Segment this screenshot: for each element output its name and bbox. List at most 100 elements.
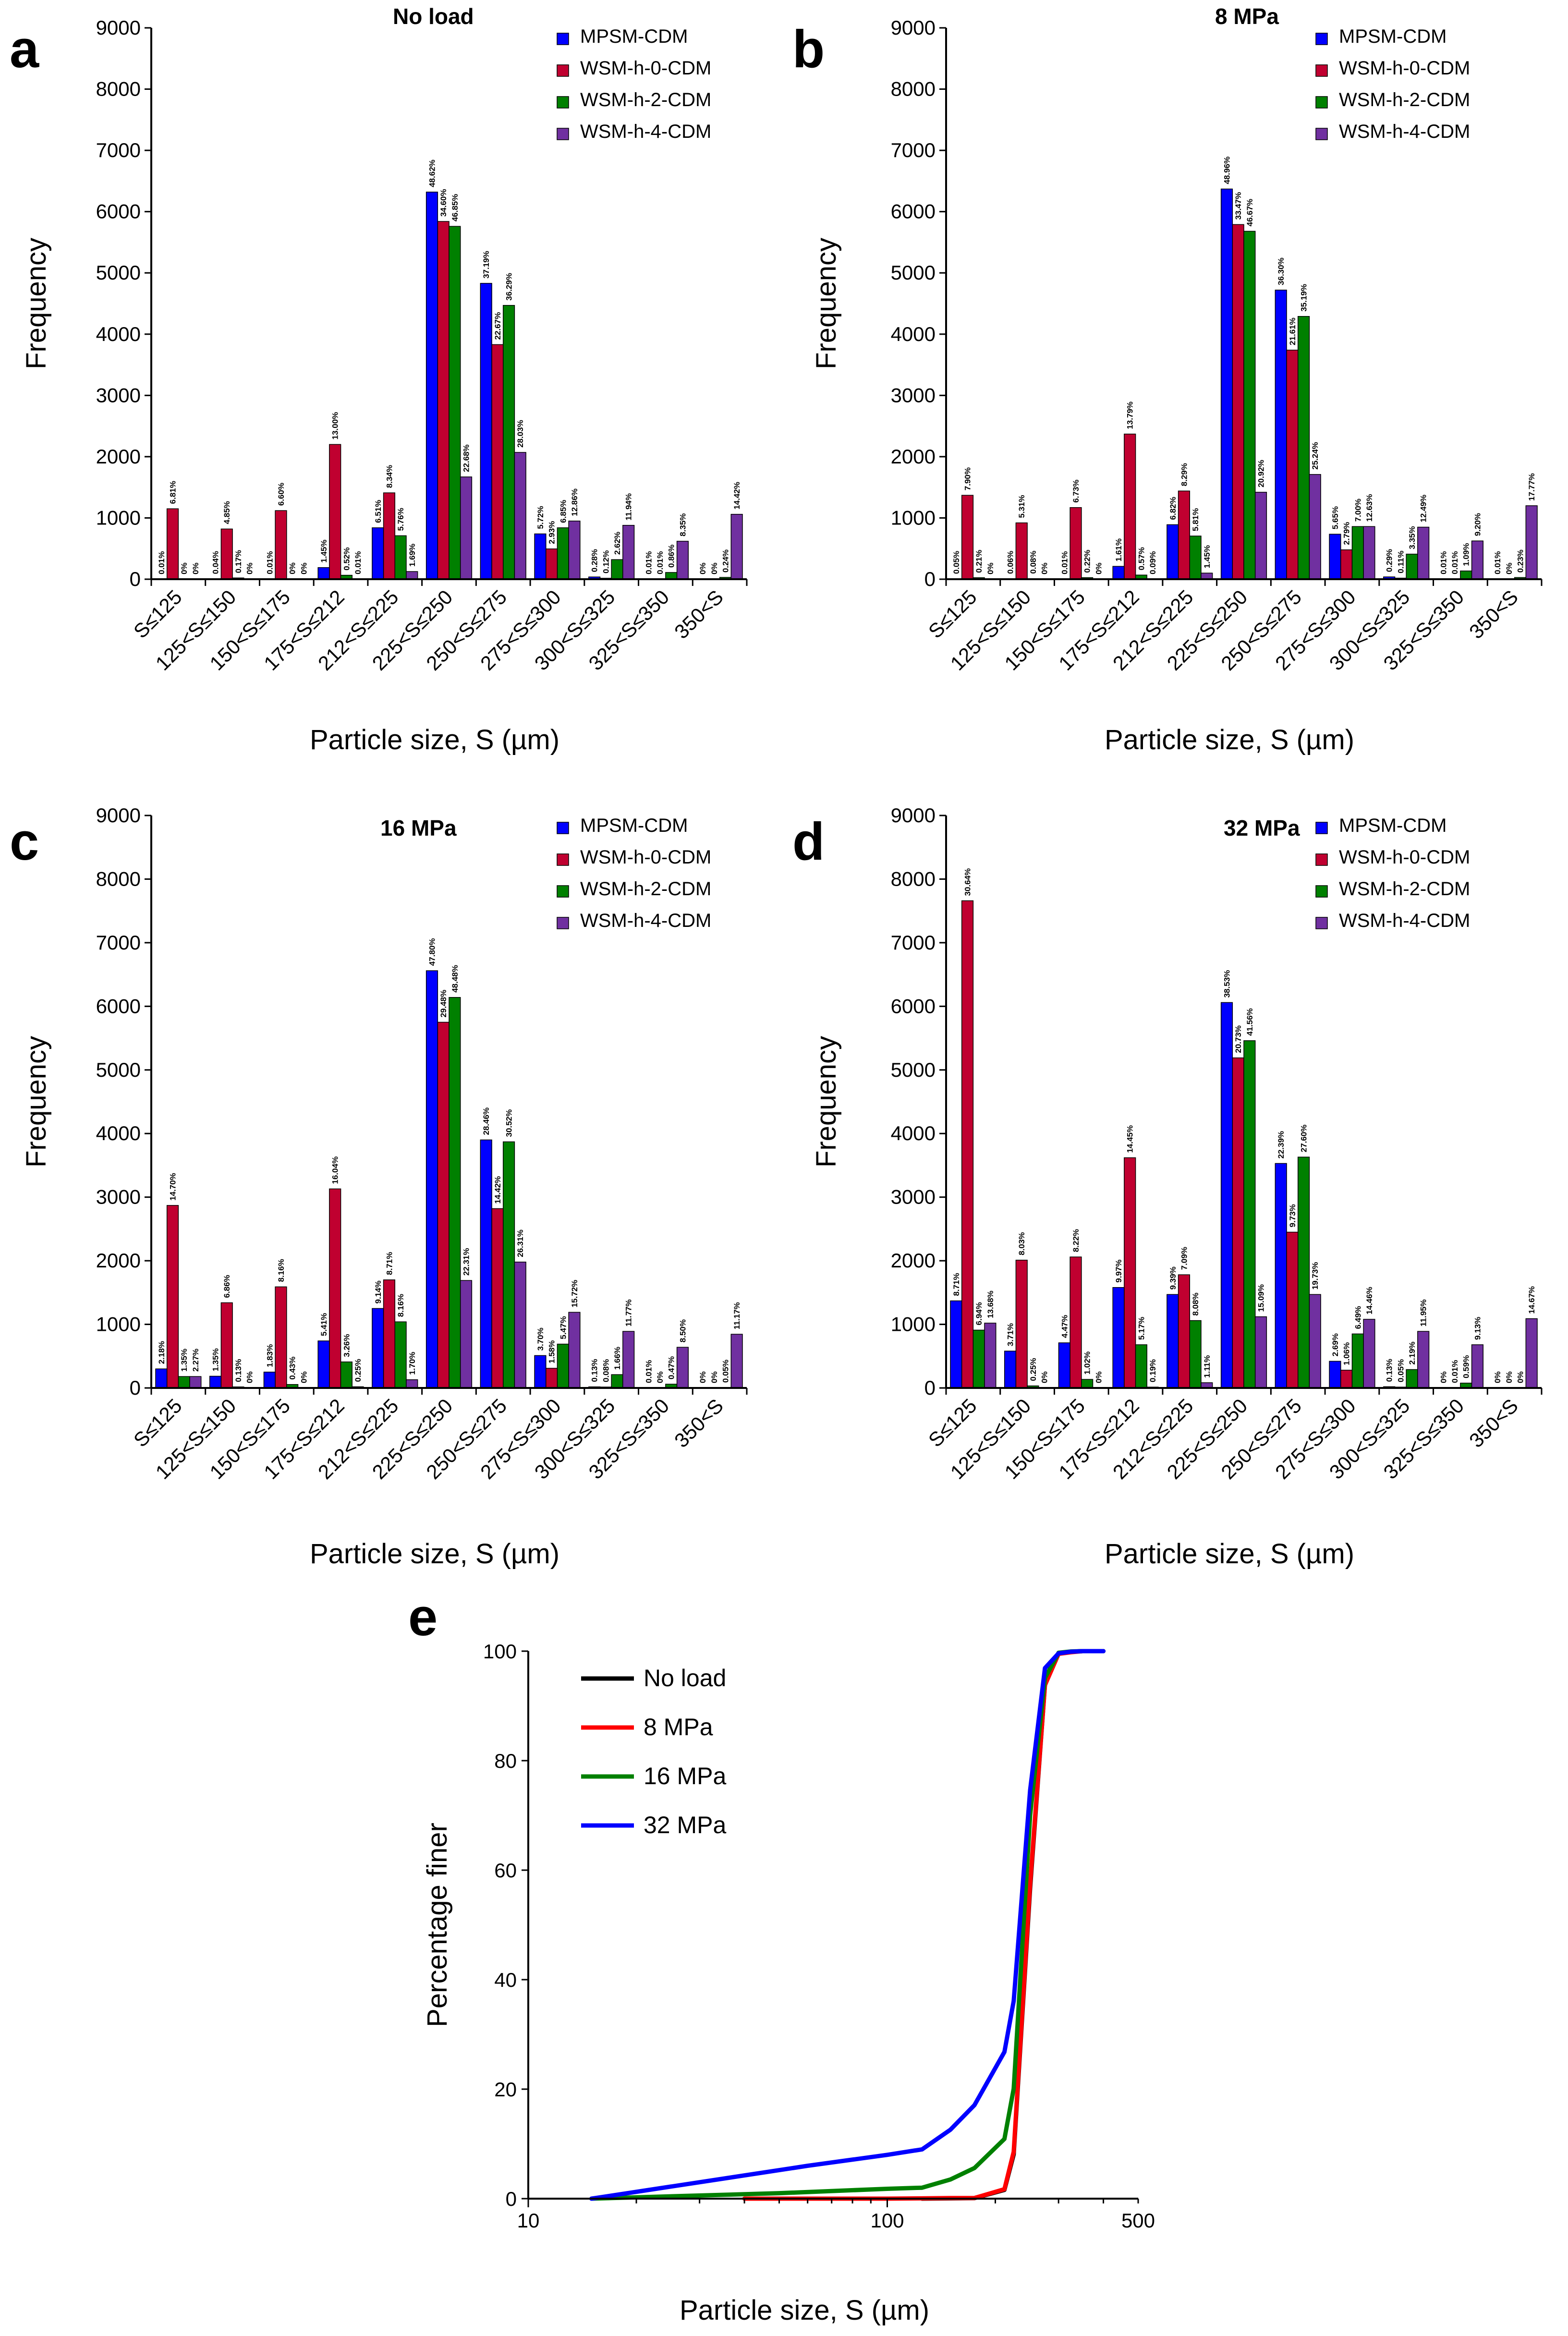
data-label: 5.65%	[1331, 506, 1340, 529]
data-label: 9.73%	[1288, 1204, 1297, 1227]
data-label: 28.03%	[516, 420, 525, 448]
legend-entry: WSM-h-4-CDM	[580, 910, 711, 931]
y-tick-label: 4000	[891, 323, 936, 345]
y-tick-label: 2000	[96, 445, 141, 468]
y-tick-label: 5000	[891, 1058, 936, 1081]
x-tick-label: 100	[870, 2209, 904, 2232]
chart-title: No load	[393, 4, 474, 29]
legend-swatch	[1316, 128, 1327, 140]
x-axis-label: Particle size, S (µm)	[680, 2295, 929, 2326]
y-tick-label: 8000	[891, 867, 936, 890]
bar-WSM-h-0-CDM-4	[1179, 1275, 1190, 1388]
bar-MPSM-CDM-3	[1113, 1288, 1124, 1388]
bar-WSM-h-4-CDM-7	[569, 1312, 580, 1388]
bar-WSM-h-4-CDM-7	[1363, 1319, 1375, 1388]
y-tick-label: 6000	[96, 200, 141, 223]
data-label: 1.06%	[1342, 1342, 1351, 1365]
data-label: 4.47%	[1060, 1315, 1069, 1338]
legend-entry: WSM-h-2-CDM	[580, 878, 711, 900]
y-tick-label: 0	[924, 1376, 936, 1399]
y-tick-label: 2000	[891, 445, 936, 468]
data-label: 0.12%	[601, 550, 610, 573]
bar-WSM-h-0-CDM-1	[221, 1303, 232, 1388]
data-label: 0%	[698, 1371, 707, 1383]
data-label: 46.67%	[1245, 199, 1254, 227]
panel-letter: c	[10, 812, 39, 871]
data-label: 30.52%	[505, 1109, 514, 1137]
legend-entry: No load	[644, 1665, 726, 1691]
bar-WSM-h-4-CDM-0	[985, 1323, 996, 1388]
data-label: 0%	[191, 562, 200, 574]
bar-WSM-h-0-CDM-7	[546, 1368, 558, 1388]
x-tick-label: 350<S	[1465, 585, 1522, 643]
data-label: 48.96%	[1222, 157, 1231, 184]
x-tick-label: 500	[1121, 2209, 1155, 2232]
legend-entry: WSM-h-2-CDM	[1339, 878, 1470, 900]
bar-WSM-h-0-CDM-0	[167, 509, 179, 579]
bar-WSM-h-2-CDM-5	[1244, 231, 1255, 579]
data-label: 1.69%	[408, 544, 417, 567]
y-tick-label: 7000	[96, 931, 141, 954]
legend-entry: WSM-h-2-CDM	[1339, 89, 1470, 110]
y-axis-label: Frequency	[811, 1036, 842, 1168]
data-label: 11.95%	[1419, 1299, 1428, 1326]
y-tick-label: 8000	[96, 78, 141, 100]
x-tick-label: 10	[517, 2209, 540, 2232]
bar-WSM-h-0-CDM-6	[492, 1209, 503, 1388]
data-label: 6.94%	[974, 1302, 984, 1325]
data-label: 4.85%	[222, 501, 231, 524]
data-label: 12.86%	[570, 488, 579, 516]
data-label: 14.70%	[169, 1173, 178, 1201]
legend-entry: MPSM-CDM	[580, 815, 688, 836]
bar-WSM-h-2-CDM-3	[341, 1362, 352, 1388]
bar-MPSM-CDM-7	[535, 1355, 546, 1388]
bar-WSM-h-0-CDM-6	[1287, 350, 1298, 579]
data-label: 0.19%	[1148, 1359, 1157, 1382]
bar-WSM-h-0-CDM-2	[275, 1287, 287, 1388]
data-label: 0%	[1040, 562, 1049, 574]
bar-WSM-h-4-CDM-9	[677, 1347, 689, 1388]
data-label: 11.17%	[732, 1302, 741, 1329]
legend-entry: MPSM-CDM	[1339, 815, 1446, 836]
bar-WSM-h-0-CDM-4	[384, 493, 395, 579]
data-label: 6.51%	[374, 500, 383, 523]
bar-WSM-h-2-CDM-7	[557, 528, 569, 579]
data-label: 0.01%	[1439, 551, 1448, 574]
data-label: 5.47%	[559, 1316, 568, 1339]
bar-MPSM-CDM-2	[1058, 1343, 1070, 1388]
data-label: 46.85%	[450, 194, 460, 222]
data-label: 8.29%	[1179, 463, 1189, 486]
bar-MPSM-CDM-3	[1113, 566, 1124, 579]
bar-WSM-h-4-CDM-10	[1526, 506, 1537, 579]
data-label: 20.92%	[1257, 460, 1266, 487]
data-label: 48.48%	[450, 965, 460, 993]
bar-WSM-h-2-CDM-4	[1190, 536, 1201, 579]
bar-MPSM-CDM-5	[1221, 189, 1233, 579]
bar-WSM-h-0-CDM-0	[962, 900, 973, 1388]
data-label: 0.25%	[353, 1359, 363, 1382]
data-label: 1.11%	[1203, 1355, 1212, 1378]
panel-letter: a	[10, 20, 39, 79]
bar-MPSM-CDM-7	[535, 534, 546, 579]
data-label: 0.09%	[1148, 551, 1157, 574]
bar-WSM-h-4-CDM-9	[677, 541, 689, 579]
data-label: 0%	[1094, 562, 1103, 574]
bar-MPSM-CDM-7	[1329, 1361, 1341, 1388]
data-label: 12.63%	[1365, 494, 1374, 522]
data-label: 11.94%	[624, 493, 633, 521]
data-label: 34.60%	[439, 189, 448, 217]
bar-WSM-h-2-CDM-7	[1352, 1334, 1363, 1388]
data-label: 8.71%	[952, 1273, 961, 1296]
data-label: 8.34%	[385, 465, 394, 488]
data-label: 9.39%	[1168, 1266, 1178, 1290]
bar-MPSM-CDM-4	[1167, 524, 1179, 579]
y-tick-label: 80	[494, 1750, 517, 1772]
bar-WSM-h-4-CDM-4	[406, 1380, 418, 1388]
data-label: 0%	[299, 562, 308, 574]
y-tick-label: 1000	[891, 1313, 936, 1336]
data-label: 0%	[1094, 1371, 1103, 1383]
legend-swatch	[557, 97, 569, 108]
data-label: 2.79%	[1342, 522, 1351, 545]
panel-letter: e	[408, 1588, 438, 1647]
data-label: 0%	[986, 562, 995, 574]
